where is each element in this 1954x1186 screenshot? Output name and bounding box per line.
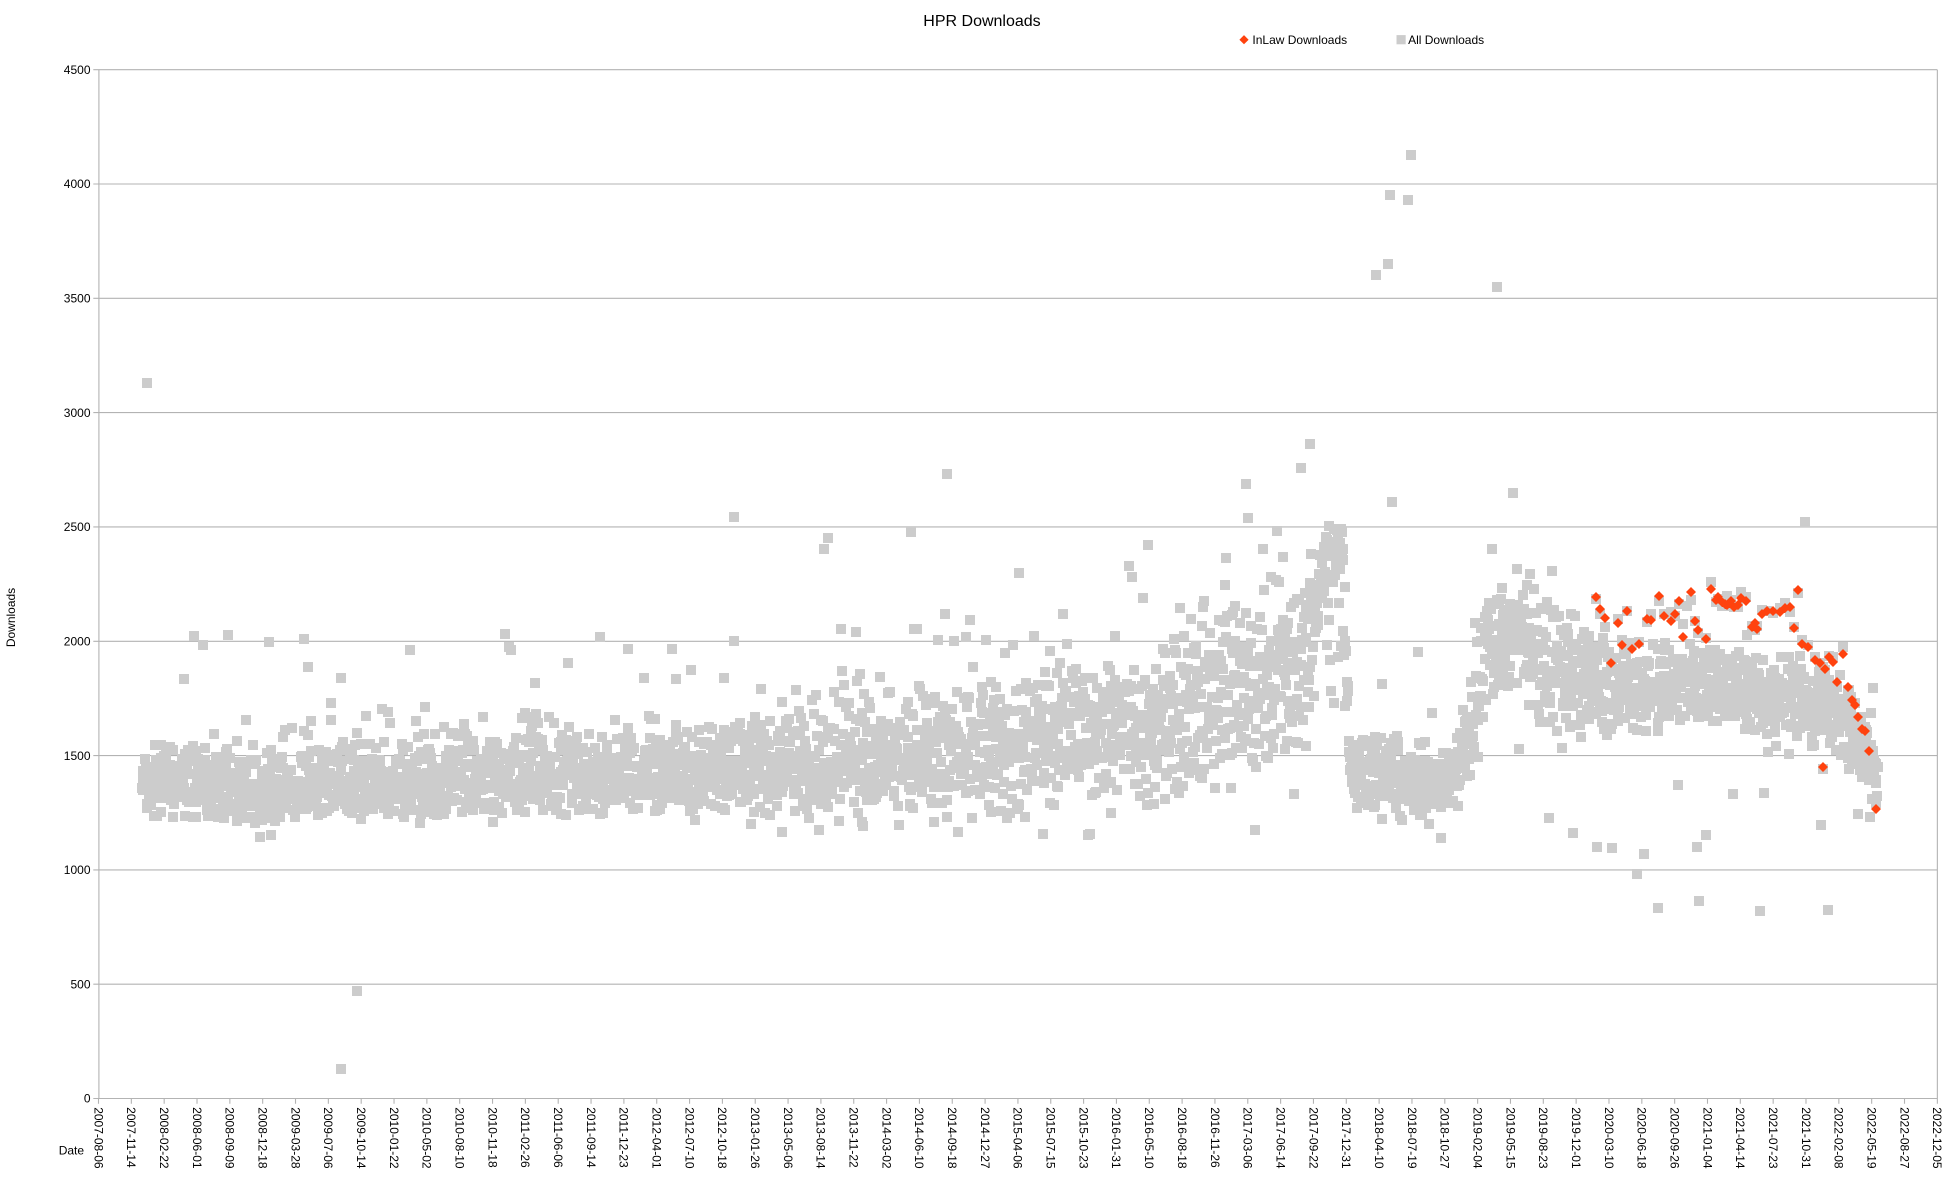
svg-text:2009-07-06: 2009-07-06 <box>321 1107 335 1169</box>
svg-text:2020-06-18: 2020-06-18 <box>1635 1107 1649 1169</box>
svg-text:2010-05-02: 2010-05-02 <box>420 1107 434 1169</box>
svg-text:3000: 3000 <box>64 406 91 420</box>
svg-text:2500: 2500 <box>64 520 91 534</box>
svg-text:2017-06-14: 2017-06-14 <box>1273 1107 1287 1169</box>
svg-text:0: 0 <box>84 1092 91 1106</box>
svg-text:2020-03-10: 2020-03-10 <box>1602 1107 1616 1169</box>
svg-text:2018-10-27: 2018-10-27 <box>1438 1107 1452 1169</box>
svg-text:2017-12-31: 2017-12-31 <box>1339 1107 1353 1169</box>
svg-text:500: 500 <box>70 977 90 991</box>
svg-text:2016-05-10: 2016-05-10 <box>1142 1107 1156 1169</box>
svg-text:2010-01-22: 2010-01-22 <box>387 1107 401 1169</box>
svg-text:2011-06-06: 2011-06-06 <box>551 1107 565 1168</box>
svg-text:InLaw Downloads: InLaw Downloads <box>1252 33 1347 47</box>
svg-text:2022-02-08: 2022-02-08 <box>1832 1107 1846 1169</box>
svg-text:2015-10-23: 2015-10-23 <box>1076 1107 1090 1169</box>
svg-text:2014-03-02: 2014-03-02 <box>879 1107 893 1169</box>
svg-text:2014-06-10: 2014-06-10 <box>912 1107 926 1169</box>
svg-text:2011-12-23: 2011-12-23 <box>617 1107 631 1168</box>
svg-text:2021-04-14: 2021-04-14 <box>1733 1107 1747 1169</box>
svg-text:Date: Date <box>59 1144 85 1158</box>
svg-text:2017-03-06: 2017-03-06 <box>1241 1107 1255 1169</box>
svg-text:2019-05-15: 2019-05-15 <box>1503 1107 1517 1169</box>
svg-text:2015-04-06: 2015-04-06 <box>1011 1107 1025 1169</box>
svg-text:4500: 4500 <box>64 63 91 77</box>
svg-text:All Downloads: All Downloads <box>1408 33 1484 47</box>
svg-text:4000: 4000 <box>64 177 91 191</box>
svg-text:2012-10-18: 2012-10-18 <box>715 1107 729 1169</box>
svg-text:2016-01-31: 2016-01-31 <box>1109 1107 1123 1169</box>
svg-text:2008-09-09: 2008-09-09 <box>223 1107 237 1169</box>
svg-text:2008-02-22: 2008-02-22 <box>157 1107 171 1169</box>
svg-text:2009-10-14: 2009-10-14 <box>354 1107 368 1169</box>
svg-text:2009-03-28: 2009-03-28 <box>288 1107 302 1169</box>
svg-text:2010-08-10: 2010-08-10 <box>453 1107 467 1169</box>
svg-text:2012-07-10: 2012-07-10 <box>682 1107 696 1169</box>
svg-text:2021-07-23: 2021-07-23 <box>1766 1107 1780 1169</box>
svg-text:2021-10-31: 2021-10-31 <box>1799 1107 1813 1169</box>
svg-text:2014-09-18: 2014-09-18 <box>945 1107 959 1169</box>
svg-text:2016-08-18: 2016-08-18 <box>1175 1107 1189 1169</box>
svg-text:2022-05-19: 2022-05-19 <box>1864 1107 1878 1169</box>
svg-text:2000: 2000 <box>64 635 91 649</box>
svg-text:3500: 3500 <box>64 292 91 306</box>
svg-text:2017-09-22: 2017-09-22 <box>1306 1107 1320 1169</box>
svg-text:Downloads: Downloads <box>4 588 18 647</box>
svg-text:2012-04-01: 2012-04-01 <box>650 1107 664 1169</box>
svg-text:2021-01-04: 2021-01-04 <box>1700 1107 1714 1169</box>
svg-text:2018-04-10: 2018-04-10 <box>1372 1107 1386 1169</box>
svg-text:2013-05-06: 2013-05-06 <box>781 1107 795 1169</box>
svg-text:2008-06-01: 2008-06-01 <box>190 1107 204 1169</box>
svg-text:2022-12-05: 2022-12-05 <box>1930 1107 1944 1169</box>
svg-text:2019-02-04: 2019-02-04 <box>1470 1107 1484 1169</box>
svg-text:2007-08-06: 2007-08-06 <box>91 1107 105 1169</box>
svg-text:2014-12-27: 2014-12-27 <box>978 1107 992 1169</box>
svg-text:2008-12-18: 2008-12-18 <box>255 1107 269 1169</box>
svg-text:1000: 1000 <box>64 863 91 877</box>
svg-text:2011-02-26: 2011-02-26 <box>518 1107 532 1168</box>
svg-text:2013-01-26: 2013-01-26 <box>748 1107 762 1169</box>
svg-text:2010-11-18: 2010-11-18 <box>485 1107 499 1168</box>
svg-text:2016-11-26: 2016-11-26 <box>1208 1107 1222 1168</box>
svg-text:HPR Downloads: HPR Downloads <box>923 13 1040 30</box>
svg-text:1500: 1500 <box>64 749 91 763</box>
svg-text:2019-08-23: 2019-08-23 <box>1536 1107 1550 1169</box>
svg-text:2018-07-19: 2018-07-19 <box>1405 1107 1419 1169</box>
svg-text:2022-08-27: 2022-08-27 <box>1897 1107 1911 1169</box>
svg-text:2007-11-14: 2007-11-14 <box>124 1107 138 1168</box>
svg-text:2015-07-15: 2015-07-15 <box>1044 1107 1058 1169</box>
svg-text:2013-08-14: 2013-08-14 <box>814 1107 828 1169</box>
svg-text:2013-11-22: 2013-11-22 <box>847 1107 861 1168</box>
svg-text:2019-12-01: 2019-12-01 <box>1569 1107 1583 1169</box>
svg-text:2020-09-26: 2020-09-26 <box>1667 1107 1681 1169</box>
svg-text:2011-09-14: 2011-09-14 <box>584 1107 598 1168</box>
